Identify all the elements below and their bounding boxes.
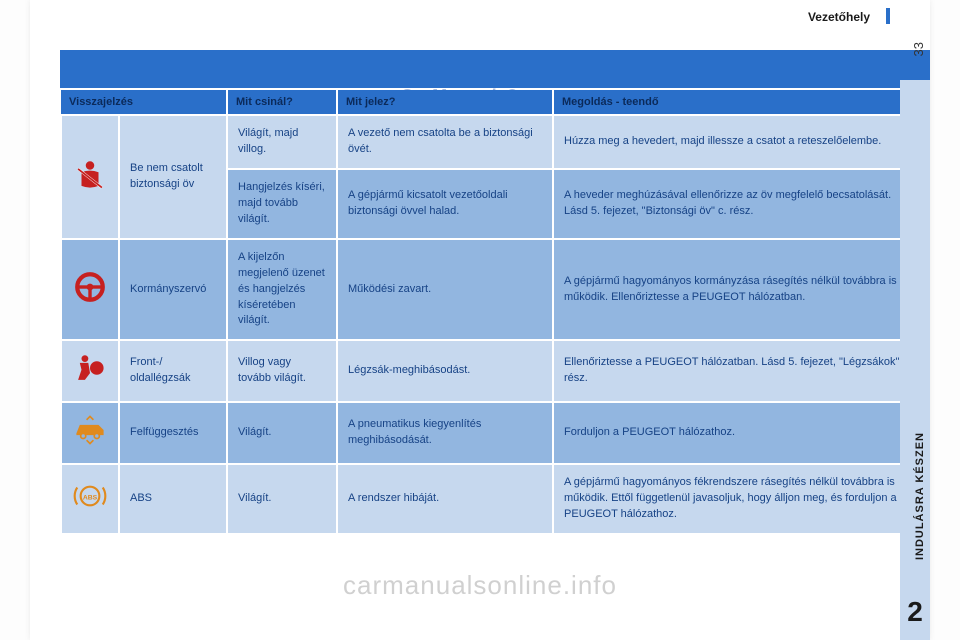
chapter-number: 2	[900, 596, 930, 628]
abs-icon: ABS	[61, 464, 119, 534]
watermark-bottom: carmanualsonline.info	[343, 570, 617, 601]
row-solution: Húzza meg a hevedert, majd illessze a cs…	[553, 115, 929, 169]
row-action: Világít, majd villog.	[227, 115, 337, 169]
table-row: Felfüggesztés Világít. A pneumatikus kie…	[61, 402, 929, 464]
row-action: Villog vagy tovább világít.	[227, 340, 337, 402]
table-header-row: Visszajelzés Mit csinál? Mit jelez? Mego…	[61, 90, 929, 115]
row-solution: Ellenőriztesse a PEUGEOT hálózatban. Lás…	[553, 340, 929, 402]
row-solution: Forduljon a PEUGEOT hálózathoz.	[553, 402, 929, 464]
header-accent-bar	[886, 8, 890, 24]
svg-text:ABS: ABS	[83, 495, 98, 502]
col-solution: Megoldás - teendő	[553, 90, 929, 115]
row-indicates: Működési zavart.	[337, 239, 553, 341]
suspension-icon	[61, 402, 119, 464]
row-action: A kijelzőn megjelenő üzenet és hangjelzé…	[227, 239, 337, 341]
side-tab: INDULÁSRA KÉSZEN 2	[900, 80, 930, 640]
row-name: Kormányszervó	[119, 239, 227, 341]
row-solution: A heveder meghúzásával ellenőrizze az öv…	[553, 169, 929, 239]
row-solution: A gépjármű hagyományos kormányzása ráseg…	[553, 239, 929, 341]
steering-icon	[61, 239, 119, 341]
table-row: Kormányszervó A kijelzőn megjelenő üzene…	[61, 239, 929, 341]
row-indicates: A gépjármű kicsatolt vezetőoldali bizton…	[337, 169, 553, 239]
side-tab-label: INDULÁSRA KÉSZEN	[914, 432, 926, 560]
title-band	[60, 50, 930, 88]
row-name: Be nem csatolt biztonsági öv	[119, 115, 227, 239]
row-indicates: A vezető nem csatolta be a biztonsági öv…	[337, 115, 553, 169]
manual-page: Vezetőhely CarManuals2.com Visszajelzés …	[30, 0, 930, 640]
col-signal: Visszajelzés	[61, 90, 227, 115]
section-header: Vezetőhely	[808, 10, 870, 24]
row-action: Világít.	[227, 402, 337, 464]
table-body: Be nem csatolt biztonsági öv Világít, ma…	[61, 115, 929, 534]
col-indicates: Mit jelez?	[337, 90, 553, 115]
airbag-icon	[61, 340, 119, 402]
row-name: Felfüggesztés	[119, 402, 227, 464]
row-indicates: A rendszer hibáját.	[337, 464, 553, 534]
row-name: ABS	[119, 464, 227, 534]
page-number: 33	[911, 42, 926, 56]
row-action: Hangjelzés kíséri, majd tovább világít.	[227, 169, 337, 239]
row-action: Világít.	[227, 464, 337, 534]
row-indicates: A pneumatikus kiegyenlítés meghibásodásá…	[337, 402, 553, 464]
warning-lights-table: Visszajelzés Mit csinál? Mit jelez? Mego…	[60, 90, 930, 535]
col-action: Mit csinál?	[227, 90, 337, 115]
seatbelt-icon	[61, 115, 119, 239]
row-name: Front-/ oldallégzsák	[119, 340, 227, 402]
row-indicates: Légzsák-meghibásodást.	[337, 340, 553, 402]
row-solution: A gépjármű hagyományos fékrendszere ráse…	[553, 464, 929, 534]
table-row: ABS ABS Világít. A rendszer hibáját. A g…	[61, 464, 929, 534]
table-row: Be nem csatolt biztonsági öv Világít, ma…	[61, 115, 929, 169]
table-row: Front-/ oldallégzsák Villog vagy tovább …	[61, 340, 929, 402]
